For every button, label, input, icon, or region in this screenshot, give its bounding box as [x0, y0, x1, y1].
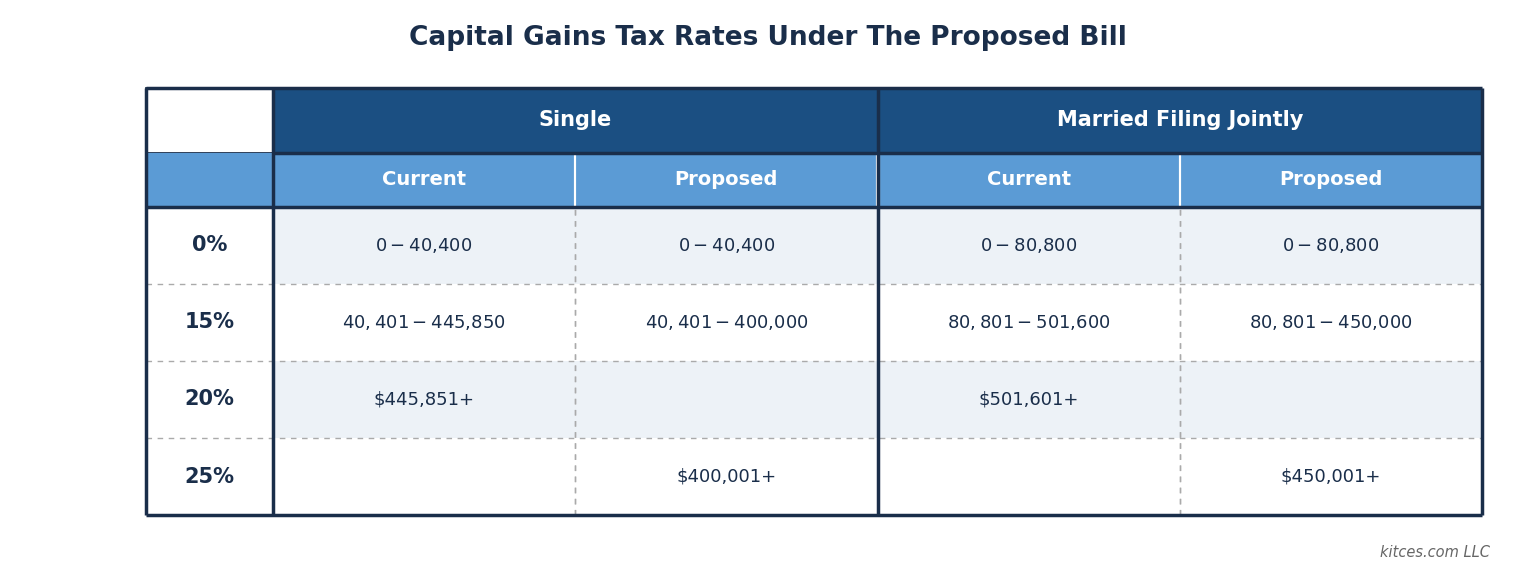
Bar	[574, 361, 877, 438]
Text: 0%: 0%	[192, 235, 227, 255]
Bar	[273, 361, 574, 438]
Bar	[1180, 153, 1482, 207]
Bar	[877, 361, 1180, 438]
Text: $80,801 - $501,600: $80,801 - $501,600	[946, 313, 1111, 332]
Bar	[877, 153, 1180, 207]
Text: $400,001+: $400,001+	[676, 468, 776, 486]
Text: 15%: 15%	[184, 312, 235, 332]
Bar	[1180, 361, 1482, 438]
Text: Current: Current	[986, 170, 1071, 189]
Text: $0 - $40,400: $0 - $40,400	[375, 235, 473, 255]
Text: Capital Gains Tax Rates Under The Proposed Bill: Capital Gains Tax Rates Under The Propos…	[409, 25, 1127, 52]
Bar	[146, 207, 273, 284]
Bar	[273, 438, 574, 515]
Text: 20%: 20%	[184, 389, 235, 409]
Text: Single: Single	[539, 110, 611, 130]
Bar	[273, 207, 574, 284]
Text: $80,801 - $450,000: $80,801 - $450,000	[1249, 313, 1413, 332]
Bar	[146, 438, 273, 515]
Bar	[574, 153, 877, 207]
Text: Proposed: Proposed	[1279, 170, 1382, 189]
Bar	[877, 88, 1482, 153]
Text: Proposed: Proposed	[674, 170, 779, 189]
Bar	[146, 284, 273, 361]
Bar	[877, 438, 1180, 515]
Text: $0 - $80,800: $0 - $80,800	[980, 235, 1077, 255]
Bar	[877, 284, 1180, 361]
Bar	[146, 361, 273, 438]
Text: kitces.com LLC: kitces.com LLC	[1379, 545, 1490, 560]
Bar	[877, 207, 1180, 284]
Bar	[273, 153, 574, 207]
Bar	[1180, 284, 1482, 361]
Text: $450,001+: $450,001+	[1281, 468, 1381, 486]
Text: $501,601+: $501,601+	[978, 391, 1078, 409]
Bar	[146, 88, 273, 153]
Bar	[1180, 207, 1482, 284]
Bar	[146, 153, 273, 207]
Bar	[574, 284, 877, 361]
Text: $445,851+: $445,851+	[373, 391, 475, 409]
Text: $0 - $40,400: $0 - $40,400	[677, 235, 776, 255]
Bar	[1180, 438, 1482, 515]
Bar	[273, 88, 877, 153]
Text: $0 - $80,800: $0 - $80,800	[1283, 235, 1379, 255]
Text: 25%: 25%	[184, 466, 235, 487]
Text: $40,401 - $400,000: $40,401 - $400,000	[645, 313, 808, 332]
Bar	[574, 438, 877, 515]
Bar	[273, 284, 574, 361]
Text: Current: Current	[382, 170, 465, 189]
Bar	[574, 207, 877, 284]
Text: $40,401 - $445,850: $40,401 - $445,850	[343, 313, 505, 332]
Text: Married Filing Jointly: Married Filing Jointly	[1057, 110, 1303, 130]
